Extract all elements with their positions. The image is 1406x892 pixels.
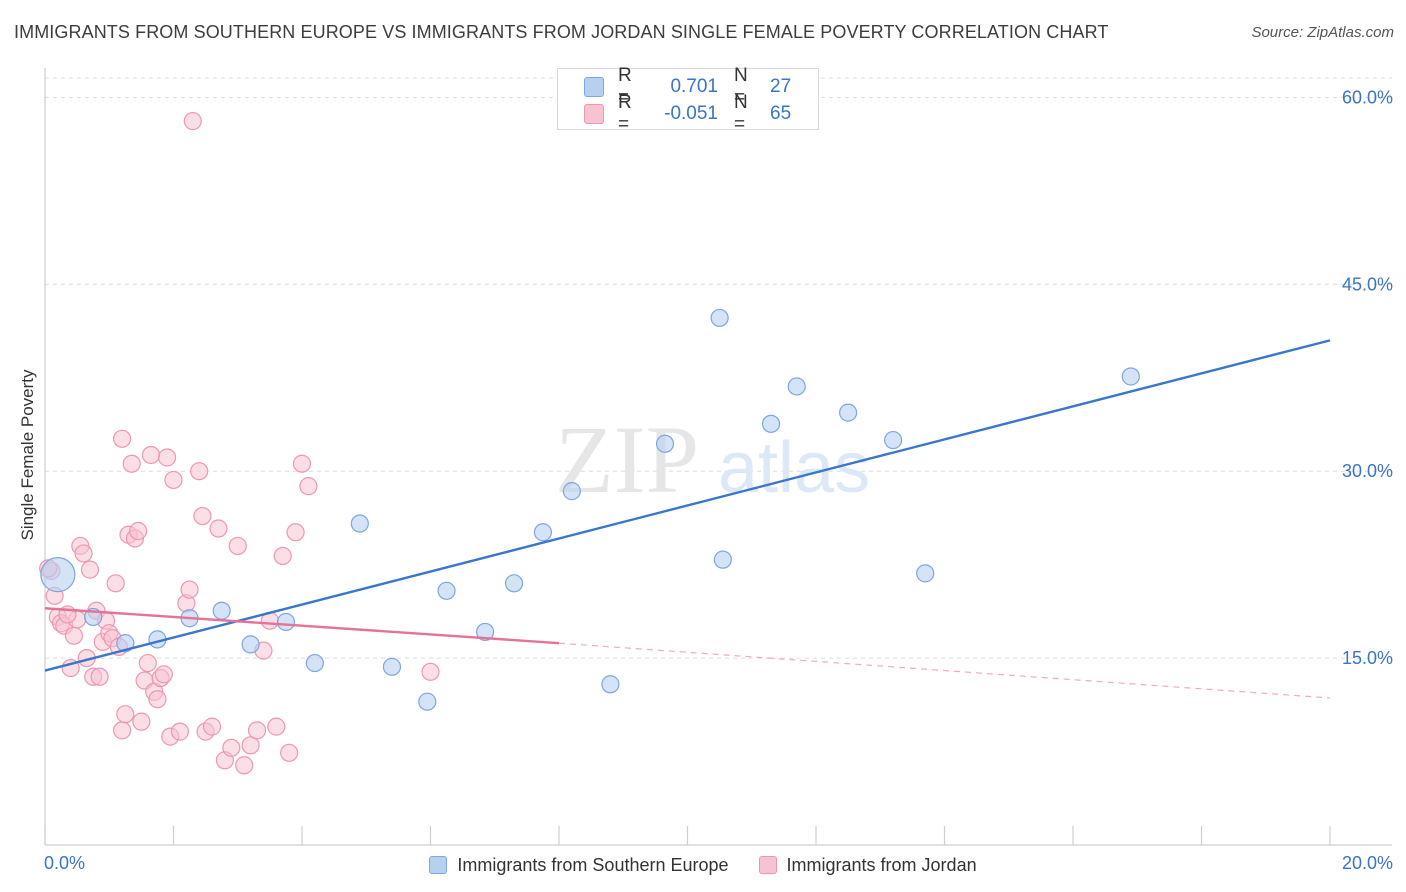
southern-europe-point (601, 675, 620, 694)
grid-lines (45, 77, 1392, 659)
southern-europe-point (839, 403, 858, 422)
y-axis-label: Single Female Poverty (18, 369, 37, 541)
jordan-point (193, 506, 212, 526)
jordan-point (112, 721, 132, 740)
y-tick-label: 15.0% (1342, 648, 1393, 668)
trend-lines (44, 339, 1331, 699)
legend-swatch-blue (429, 856, 448, 874)
southern-europe-point (116, 634, 135, 653)
jordan-point (209, 519, 228, 538)
southern-europe-point (382, 657, 402, 676)
axes (44, 68, 1392, 846)
legend-swatch-pink (758, 856, 777, 874)
y-tick-label: 30.0% (1342, 461, 1393, 481)
southern-europe-point (883, 430, 903, 450)
jordan-point (292, 454, 312, 473)
southern-europe-point (476, 622, 495, 642)
r-label: R = (618, 92, 632, 135)
jordan-point (273, 546, 292, 566)
legend: Immigrants from Southern Europe Immigran… (0, 852, 1406, 878)
jordan-points (39, 111, 440, 775)
jordan-point (235, 756, 254, 775)
legend-item-jordan: Immigrants from Jordan (758, 852, 977, 878)
jordan-point (154, 665, 173, 684)
legend-label: Immigrants from Southern Europe (457, 854, 729, 875)
jordan-point (280, 743, 299, 762)
watermark: ZIP atlas (555, 406, 870, 513)
r-value: -0.051 (664, 103, 718, 124)
n-value: 65 (770, 103, 792, 124)
southern-europe-point (1121, 367, 1140, 386)
y-tick-label: 60.0% (1342, 87, 1393, 107)
r-label: R = (618, 65, 632, 108)
jordan-point (74, 544, 93, 563)
jordan-point (106, 574, 125, 593)
southern-europe-trend-line (44, 339, 1331, 672)
source-label: Source: ZipAtlas.com (1251, 24, 1394, 41)
southern-europe-point (305, 653, 324, 673)
stats-swatch-blue (584, 77, 604, 97)
legend-label: Immigrants from Jordan (786, 854, 977, 875)
jordan-point (241, 736, 260, 755)
r-value: 0.701 (670, 76, 718, 97)
southern-europe-point (212, 601, 231, 620)
southern-europe-point (713, 550, 732, 569)
legend-item-southern-europe: Immigrants from Southern Europe (429, 852, 729, 878)
jordan-point (80, 560, 100, 579)
jordan-point (138, 653, 157, 673)
tick-labels: 15.0% 30.0% 45.0% 60.0% 0.0% 20.0% (44, 87, 1393, 873)
jordan-point (64, 626, 84, 645)
jordan-point (247, 721, 267, 740)
watermark-atlas: atlas (718, 428, 870, 508)
n-value: 27 (770, 76, 792, 97)
southern-europe-point (562, 482, 581, 501)
jordan-point (129, 521, 148, 541)
n-label: N = (734, 65, 748, 108)
jordan-point (228, 536, 247, 556)
jordan-point (132, 712, 151, 731)
jordan-trend-line (44, 607, 560, 645)
jordan-point (122, 454, 141, 473)
jordan-point (148, 690, 167, 709)
x-tick-label: 20.0% (1342, 853, 1393, 873)
southern-europe-point (504, 574, 524, 593)
southern-europe-point (437, 581, 456, 600)
southern-europe-point (40, 557, 76, 593)
southern-europe-point (787, 377, 806, 396)
jordan-point (157, 448, 177, 467)
jordan-point (112, 429, 132, 448)
jordan-point (190, 462, 209, 481)
southern-europe-point (655, 434, 675, 453)
jordan-trend-line-dashed (558, 642, 1331, 699)
jordan-point (267, 717, 286, 736)
jordan-point (183, 111, 202, 131)
southern-europe-point (533, 523, 553, 542)
x-tick-label: 0.0% (44, 853, 85, 873)
jordan-point (421, 662, 440, 681)
chart-title: IMMIGRANTS FROM SOUTHERN EUROPE VS IMMIG… (14, 22, 1109, 42)
southern-europe-point (916, 564, 935, 583)
jordan-point (170, 722, 190, 741)
southern-europe-point (350, 514, 369, 533)
southern-europe-points (40, 308, 1140, 711)
southern-europe-point (418, 692, 437, 711)
jordan-point (222, 738, 241, 757)
n-label: N = (734, 92, 748, 135)
southern-europe-point (761, 414, 781, 433)
jordan-point (164, 470, 183, 490)
southern-europe-point (276, 612, 296, 632)
jordan-point (116, 705, 135, 724)
jordan-point (90, 667, 109, 686)
y-tick-label: 45.0% (1342, 274, 1393, 294)
jordan-point (202, 717, 222, 736)
jordan-point (180, 580, 199, 599)
stats-box: R = 0.701 N = 27 R = -0.051 N = 65 (557, 65, 819, 135)
jordan-point (286, 523, 305, 542)
southern-europe-point (710, 308, 729, 328)
jordan-point (299, 477, 318, 496)
southern-europe-point (241, 635, 260, 654)
stats-swatch-pink (584, 104, 604, 124)
jordan-point (141, 445, 161, 465)
